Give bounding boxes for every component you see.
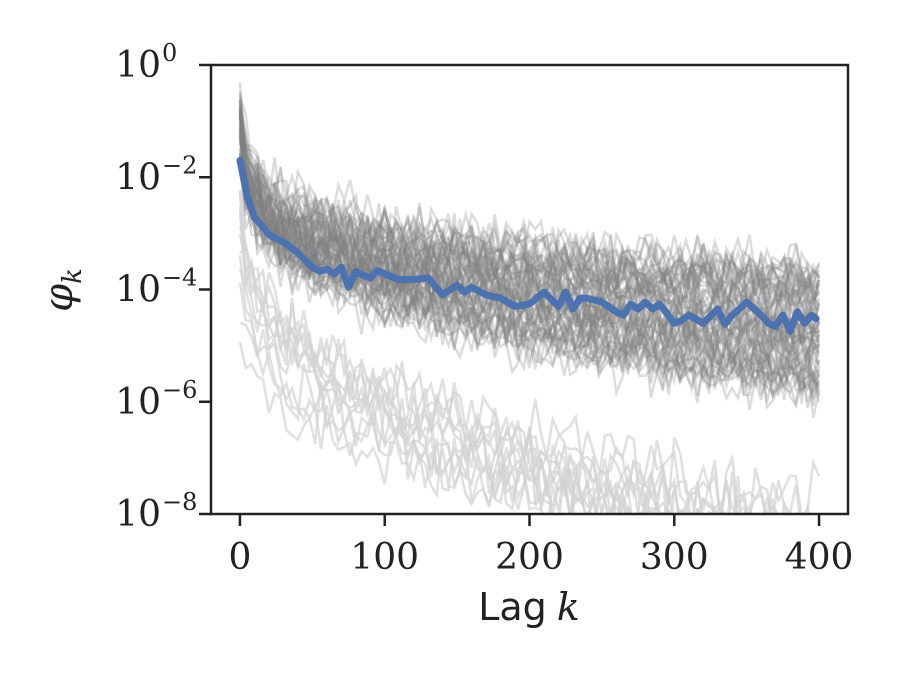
plot-frame (209, 63, 850, 516)
chain-acf-trace (238, 99, 821, 395)
chain-acf-trace (238, 96, 820, 295)
individual-chains-light (238, 189, 821, 514)
chain-acf-trace (239, 160, 821, 331)
chain-acf-trace (238, 159, 821, 299)
chain-acf-trace (238, 110, 820, 357)
y-tick-label: 10 (115, 45, 161, 86)
y-tick-label: 10 (115, 270, 161, 311)
chain-acf-trace (238, 110, 821, 411)
x-tick-label: 100 (350, 537, 419, 578)
x-tick-label: 200 (495, 537, 564, 578)
individual-chains-dark (238, 82, 821, 419)
chain-acf-trace (238, 135, 821, 302)
y-axis-label-symbol: φ (36, 284, 82, 312)
chain-acf-trace (238, 122, 820, 389)
chain-acf-trace (238, 152, 820, 302)
chain-acf-trace (238, 131, 821, 329)
chain-acf-trace (238, 136, 821, 331)
chain-acf-trace (238, 121, 821, 325)
chain-acf-trace (238, 171, 821, 349)
y-tick-label: 10 (115, 494, 161, 535)
chain-acf-trace (238, 140, 820, 350)
chain-acf-trace (238, 107, 820, 293)
chain-acf-trace (238, 156, 821, 409)
x-tick-label: 300 (640, 537, 709, 578)
mean-acf-line (236, 156, 820, 335)
chain-acf-trace (238, 105, 821, 403)
chain-acf-trace (238, 98, 820, 378)
chain-acf-trace (238, 166, 820, 372)
chain-acf-trace (238, 161, 820, 302)
y-tick-label: 10 (115, 382, 161, 423)
chain-acf-trace (238, 141, 821, 333)
chain-acf-trace (238, 91, 821, 317)
chain-acf-trace (238, 124, 820, 365)
chain-acf-trace (238, 117, 820, 302)
chain-acf-trace (238, 134, 821, 291)
chain-acf-trace (238, 157, 821, 322)
chain-acf-trace (238, 133, 821, 396)
y-tick-exponent: −6 (162, 376, 197, 404)
x-axis-label-prefix: Lag (478, 585, 547, 629)
chain-acf-trace (238, 124, 820, 328)
chain-acf-trace (238, 105, 821, 390)
chain-acf-trace-decaying (238, 282, 714, 514)
chain-acf-trace (238, 132, 821, 389)
chain-acf-trace (238, 107, 821, 367)
chain-acf-trace (238, 153, 821, 402)
chain-acf-trace (238, 114, 821, 396)
chain-acf-trace (238, 110, 821, 410)
y-tick-exponent: −2 (162, 151, 197, 179)
chain-acf-trace (238, 136, 820, 302)
chain-acf-trace-decaying (238, 255, 717, 514)
chain-acf-trace-decaying (238, 268, 780, 514)
y-axis-label-subscript: k (58, 268, 88, 284)
x-tick-label: 400 (785, 537, 854, 578)
x-axis-ticks: 0 100 200 300 400 (229, 514, 854, 578)
chain-acf-trace (238, 101, 820, 358)
x-tick-label: 0 (229, 537, 252, 578)
chain-acf-trace (238, 82, 820, 364)
chain-acf-trace (238, 130, 821, 294)
y-tick-label: 10 (115, 157, 161, 198)
chain-acf-trace (238, 136, 820, 309)
y-tick-exponent: −8 (162, 488, 197, 516)
plot-area (236, 82, 821, 514)
chain-acf-trace (238, 141, 821, 331)
chain-acf-trace (238, 100, 821, 345)
y-tick-exponent: −4 (162, 264, 197, 292)
chain-acf-trace-decaying (239, 245, 776, 514)
chain-acf-trace (238, 128, 821, 306)
chain-acf-trace (238, 158, 821, 314)
y-axis-label: φk (36, 268, 88, 312)
x-axis-label: Lag k (478, 585, 580, 629)
y-tick-exponent: 0 (162, 39, 177, 67)
chain-acf-trace (238, 115, 820, 322)
chain-acf-trace (238, 162, 821, 309)
chain-acf-trace-decaying (238, 225, 661, 514)
chain-acf-trace (238, 135, 820, 321)
chain-acf-trace (238, 118, 820, 373)
x-axis-label-symbol: k (557, 585, 580, 629)
chain-acf-trace (238, 109, 820, 367)
chain-acf-trace (238, 114, 821, 384)
chain-acf-trace (238, 93, 820, 350)
chain-acf-trace (238, 155, 821, 382)
